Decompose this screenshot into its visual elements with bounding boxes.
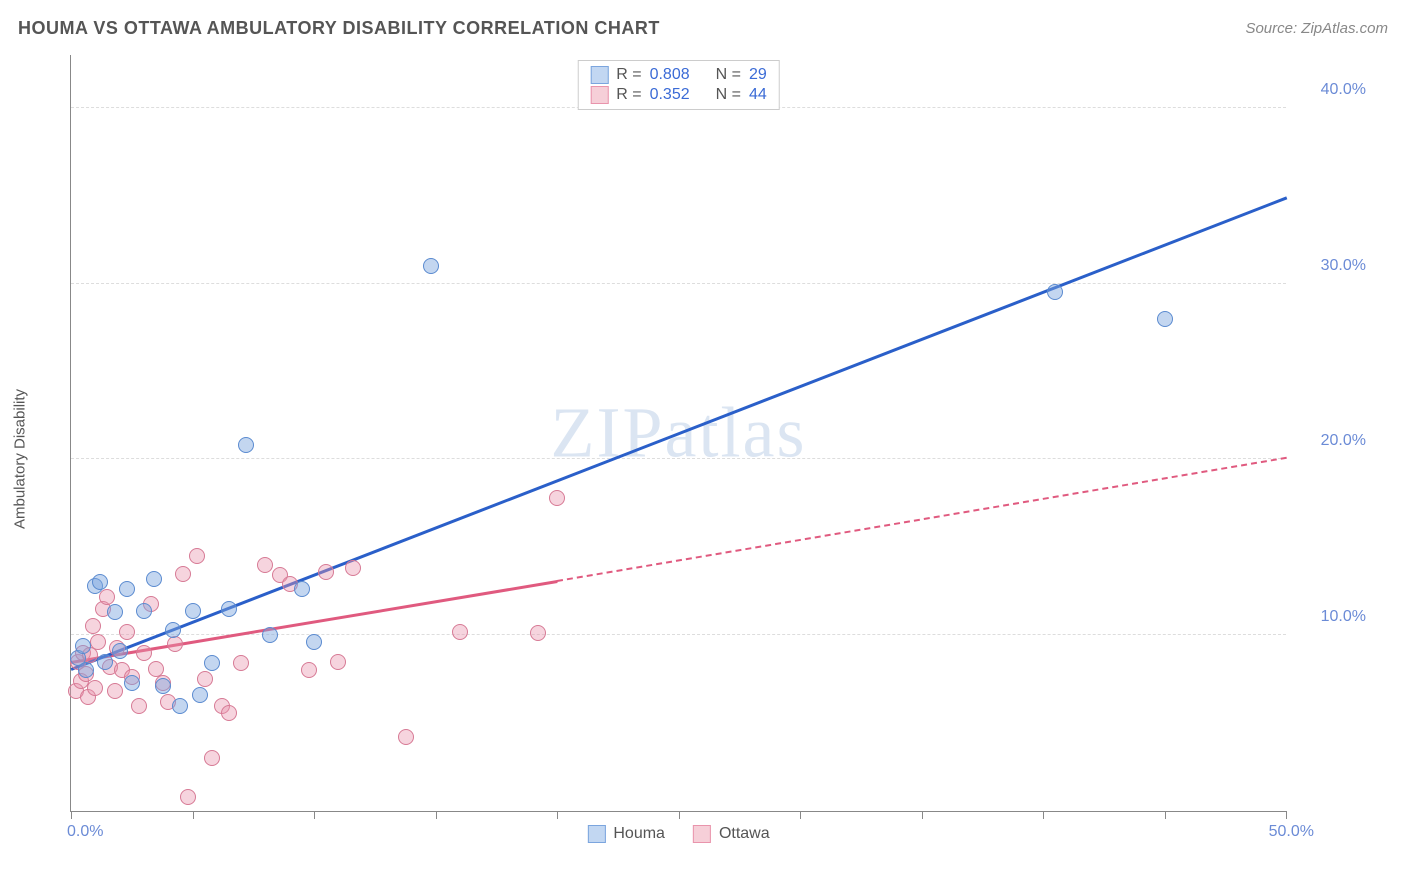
data-point-ottawa — [530, 625, 546, 641]
data-point-houma — [146, 571, 162, 587]
data-point-ottawa — [452, 624, 468, 640]
legend-item: Houma — [587, 825, 665, 843]
x-tick — [557, 811, 558, 819]
data-point-ottawa — [136, 645, 152, 661]
gridline — [71, 283, 1286, 284]
data-point-ottawa — [167, 636, 183, 652]
data-point-houma — [165, 622, 181, 638]
x-tick — [71, 811, 72, 819]
data-point-ottawa — [99, 589, 115, 605]
data-point-houma — [262, 627, 278, 643]
plot-area: ZIPatlas R =0.808N =29R =0.352N =44 0.0%… — [70, 55, 1286, 812]
trend-line — [71, 196, 1288, 670]
stat-n-value: 29 — [749, 66, 767, 84]
chart-title: HOUMA VS OTTAWA AMBULATORY DISABILITY CO… — [18, 18, 660, 39]
watermark-atlas: atlas — [665, 393, 807, 473]
x-tick — [1043, 811, 1044, 819]
legend-swatch — [590, 86, 608, 104]
y-tick-label: 20.0% — [1296, 432, 1366, 450]
stat-n-label: N = — [716, 86, 741, 104]
data-point-ottawa — [119, 624, 135, 640]
legend-item: Ottawa — [693, 825, 770, 843]
stat-n-value: 44 — [749, 86, 767, 104]
x-tick — [436, 811, 437, 819]
stats-legend: R = 0.808 N = 29 R = 0.352 N = 44 — [577, 60, 780, 110]
data-point-houma — [78, 662, 94, 678]
data-point-houma — [75, 638, 91, 654]
y-tick-label: 10.0% — [1296, 608, 1366, 626]
gridline — [71, 634, 1286, 635]
legend-swatch — [587, 825, 605, 843]
data-point-ottawa — [189, 548, 205, 564]
stat-r-value: 0.808 — [650, 66, 690, 84]
data-point-ottawa — [330, 654, 346, 670]
x-tick — [679, 811, 680, 819]
data-point-houma — [306, 634, 322, 650]
data-point-houma — [185, 603, 201, 619]
data-point-ottawa — [549, 490, 565, 506]
data-point-ottawa — [197, 671, 213, 687]
series-legend: Houma Ottawa — [587, 825, 769, 843]
legend-label: Ottawa — [719, 825, 770, 843]
x-tick — [922, 811, 923, 819]
data-point-ottawa — [318, 564, 334, 580]
data-point-houma — [136, 603, 152, 619]
data-point-ottawa — [87, 680, 103, 696]
data-point-houma — [221, 601, 237, 617]
data-point-ottawa — [85, 618, 101, 634]
legend-swatch — [590, 66, 608, 84]
data-point-houma — [204, 655, 220, 671]
y-tick-label: 40.0% — [1296, 81, 1366, 99]
stat-r-label: R = — [616, 66, 641, 84]
x-tick — [800, 811, 801, 819]
y-tick-label: 30.0% — [1296, 257, 1366, 275]
x-axis-max-label: 50.0% — [1269, 823, 1314, 841]
x-tick — [1165, 811, 1166, 819]
data-point-ottawa — [90, 634, 106, 650]
chart-source: Source: ZipAtlas.com — [1245, 20, 1388, 37]
trend-line-dashed — [557, 456, 1287, 581]
chart-container: Ambulatory Disability ZIPatlas R =0.808N… — [50, 55, 1376, 862]
x-tick — [193, 811, 194, 819]
data-point-ottawa — [345, 560, 361, 576]
data-point-houma — [238, 437, 254, 453]
stat-n-label: N = — [716, 66, 741, 84]
y-axis-label: Ambulatory Disability — [12, 388, 29, 528]
stat-r-label: R = — [616, 86, 641, 104]
data-point-ottawa — [175, 566, 191, 582]
data-point-houma — [1157, 311, 1173, 327]
data-point-houma — [112, 643, 128, 659]
data-point-houma — [172, 698, 188, 714]
data-point-ottawa — [221, 705, 237, 721]
stats-row: R = 0.808 N = 29 — [590, 65, 767, 85]
stat-r-value: 0.352 — [650, 86, 690, 104]
data-point-ottawa — [257, 557, 273, 573]
data-point-houma — [294, 581, 310, 597]
data-point-houma — [124, 675, 140, 691]
data-point-ottawa — [233, 655, 249, 671]
legend-swatch — [693, 825, 711, 843]
gridline — [71, 458, 1286, 459]
data-point-ottawa — [107, 683, 123, 699]
data-point-ottawa — [131, 698, 147, 714]
data-point-houma — [155, 678, 171, 694]
data-point-houma — [1047, 284, 1063, 300]
data-point-ottawa — [301, 662, 317, 678]
x-axis-min-label: 0.0% — [67, 823, 103, 841]
data-point-ottawa — [398, 729, 414, 745]
data-point-ottawa — [204, 750, 220, 766]
data-point-houma — [107, 604, 123, 620]
data-point-houma — [119, 581, 135, 597]
data-point-houma — [192, 687, 208, 703]
data-point-ottawa — [180, 789, 196, 805]
x-tick — [314, 811, 315, 819]
data-point-houma — [97, 654, 113, 670]
legend-label: Houma — [613, 825, 665, 843]
stats-row: R = 0.352 N = 44 — [590, 85, 767, 105]
data-point-houma — [92, 574, 108, 590]
x-tick — [1286, 811, 1287, 819]
data-point-houma — [423, 258, 439, 274]
